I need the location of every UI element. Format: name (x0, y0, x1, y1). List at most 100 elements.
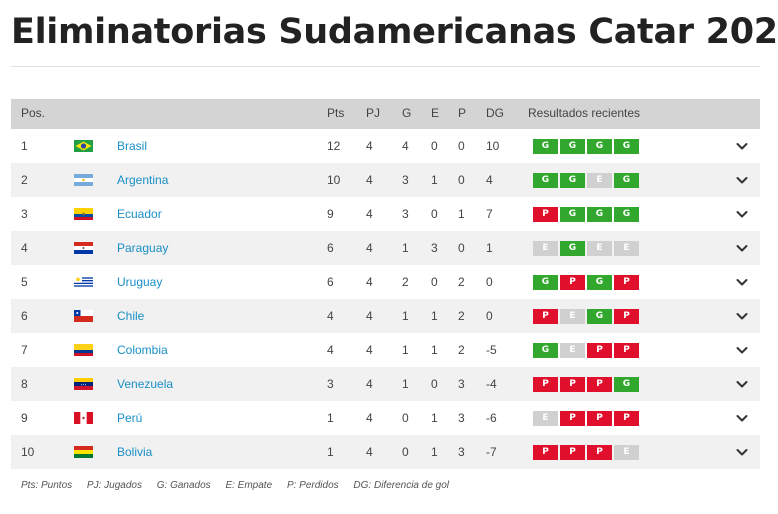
result-badge: G (614, 207, 639, 222)
page-title: Eliminatorias Sudamericanas Catar 2022 (11, 12, 778, 52)
result-badge: E (614, 241, 639, 256)
team-link[interactable]: Colombia (117, 343, 168, 357)
played: 4 (366, 377, 373, 391)
result-badge: P (614, 275, 639, 290)
team-link[interactable]: Paraguay (117, 241, 169, 255)
goal-difference: -7 (486, 445, 497, 459)
result-badge: G (587, 309, 612, 324)
result-badge: G (560, 207, 585, 222)
legend-item: G: Ganados (156, 480, 211, 491)
chevron-down-icon[interactable] (735, 343, 749, 357)
chevron-down-icon[interactable] (735, 207, 749, 221)
result-badge: P (587, 377, 612, 392)
result-badge: P (560, 445, 585, 460)
team-link[interactable]: Ecuador (117, 207, 162, 221)
result-badge: P (533, 445, 558, 460)
chevron-down-icon[interactable] (735, 139, 749, 153)
won: 4 (402, 139, 409, 153)
header-pj: PJ (366, 106, 381, 120)
paraguay-flag-icon (74, 242, 93, 254)
points: 1 (327, 411, 334, 425)
table-row: 9 Perú 1 4 0 1 3 -6 E P P P (11, 401, 760, 435)
result-badge: G (533, 173, 558, 188)
goal-difference: 10 (486, 139, 500, 153)
team-link[interactable]: Chile (117, 309, 145, 323)
goal-difference: -5 (486, 343, 497, 357)
lost: 3 (458, 445, 465, 459)
chevron-down-icon[interactable] (735, 241, 749, 255)
goal-difference: 0 (486, 275, 493, 289)
points: 3 (327, 377, 334, 391)
won: 1 (402, 377, 409, 391)
header-results: Resultados recientes (528, 106, 641, 120)
played: 4 (366, 241, 373, 255)
brazil-flag-icon (74, 140, 93, 152)
drawn: 1 (431, 411, 438, 425)
result-badge: P (587, 411, 612, 426)
result-badge: G (614, 377, 639, 392)
team-link[interactable]: Bolivia (117, 445, 153, 459)
result-badge: P (533, 377, 558, 392)
argentina-flag-icon (74, 174, 93, 186)
uruguay-flag-icon (74, 276, 93, 288)
lost: 1 (458, 207, 465, 221)
team-link[interactable]: Brasil (117, 139, 148, 153)
position: 10 (21, 445, 35, 459)
played: 4 (366, 275, 373, 289)
team-link[interactable]: Perú (117, 411, 143, 425)
table-row: 8 Venezuela 3 4 1 0 3 -4 P P P G (11, 367, 760, 401)
result-badge: G (560, 173, 585, 188)
result-badge: G (614, 139, 639, 154)
points: 10 (327, 173, 341, 187)
result-badge: P (533, 309, 558, 324)
legend-item: E: Empate (225, 480, 273, 491)
header-g: G (402, 106, 412, 120)
points: 6 (327, 275, 334, 289)
lost: 2 (458, 343, 465, 357)
header-dg: DG (486, 106, 504, 120)
result-badge: P (587, 445, 612, 460)
chevron-down-icon[interactable] (735, 309, 749, 323)
result-badge: P (560, 411, 585, 426)
header-e: E (431, 106, 440, 120)
team-link[interactable]: Uruguay (117, 275, 163, 289)
lost: 3 (458, 411, 465, 425)
chevron-down-icon[interactable] (735, 173, 749, 187)
goal-difference: -6 (486, 411, 497, 425)
won: 1 (402, 309, 409, 323)
drawn: 0 (431, 139, 438, 153)
table-row: 1 Brasil 12 4 4 0 0 10 G G G G (11, 129, 760, 163)
chevron-down-icon[interactable] (735, 377, 749, 391)
drawn: 0 (431, 207, 438, 221)
colombia-flag-icon (74, 344, 93, 356)
ecuador-flag-icon (74, 208, 93, 220)
lost: 0 (458, 241, 465, 255)
chevron-down-icon[interactable] (735, 411, 749, 425)
chevron-down-icon[interactable] (735, 275, 749, 289)
team-link[interactable]: Venezuela (117, 377, 174, 391)
header-pts: Pts (327, 106, 345, 120)
result-badge: P (614, 411, 639, 426)
result-badge: P (560, 377, 585, 392)
result-badge: P (614, 343, 639, 358)
won: 1 (402, 343, 409, 357)
header-p: P (458, 106, 467, 120)
table-row: 2 Argentina 10 4 3 1 0 4 G G E G (11, 163, 760, 197)
drawn: 1 (431, 309, 438, 323)
chevron-down-icon[interactable] (735, 445, 749, 459)
result-badge: P (614, 309, 639, 324)
result-badge: E (533, 411, 558, 426)
lost: 0 (458, 173, 465, 187)
team-link[interactable]: Argentina (117, 173, 169, 187)
points: 12 (327, 139, 341, 153)
position: 5 (21, 275, 28, 289)
won: 3 (402, 207, 409, 221)
bolivia-flag-icon (74, 446, 93, 458)
goal-difference: 0 (486, 309, 493, 323)
